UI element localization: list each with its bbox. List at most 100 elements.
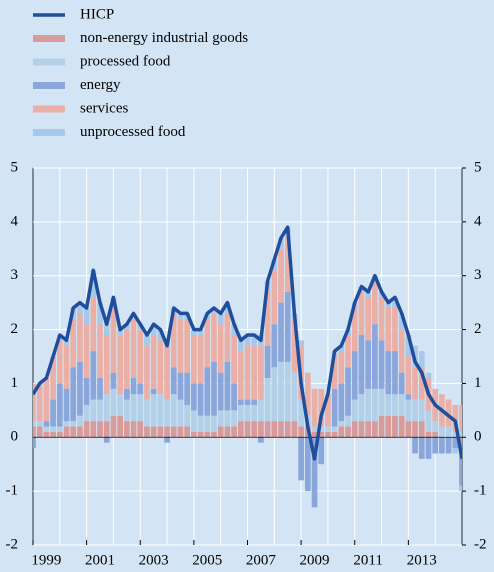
bar-segment xyxy=(385,302,392,309)
bar-segment xyxy=(177,399,184,427)
bar-segment xyxy=(123,399,130,422)
bar-segment xyxy=(378,340,385,389)
bar-segment xyxy=(33,437,36,449)
bar-segment xyxy=(244,334,251,346)
bar-segment xyxy=(284,361,291,422)
bar-segment xyxy=(63,421,70,427)
bar-segment xyxy=(378,388,385,416)
bar-segment xyxy=(150,426,157,438)
bar-segment xyxy=(211,308,217,314)
y2-tick-label: 1 xyxy=(474,375,482,391)
bar-segment xyxy=(144,345,150,400)
x-tick-label: 2009 xyxy=(300,552,330,568)
bar-segment xyxy=(36,383,43,422)
bar-segment xyxy=(224,313,231,362)
bar-segment xyxy=(50,356,56,400)
bar-segment xyxy=(412,421,418,438)
bar-segment xyxy=(123,421,130,438)
bar-segment xyxy=(43,431,50,438)
bar-segment xyxy=(385,415,392,438)
bar-segment xyxy=(97,324,103,379)
bar-segment xyxy=(237,351,244,400)
bar-segment xyxy=(418,399,425,422)
y2-tick-label: -1 xyxy=(474,483,487,499)
bar-segment xyxy=(372,324,378,389)
bar-segment xyxy=(258,345,264,400)
bar-segment xyxy=(70,426,77,438)
bar-segment xyxy=(123,388,130,400)
bar-segment xyxy=(398,415,405,438)
bar-segment xyxy=(77,361,83,416)
bar-segment xyxy=(130,394,137,422)
bar-segment xyxy=(291,318,298,373)
legend-label: processed food xyxy=(80,53,171,69)
bar-segment xyxy=(170,394,177,427)
bar-segment xyxy=(398,313,405,330)
legend-label: non-energy industrial goods xyxy=(80,30,248,46)
bar-segment xyxy=(197,431,204,438)
bar-segment xyxy=(258,399,264,422)
bar-segment xyxy=(56,426,63,432)
bar-segment xyxy=(90,351,97,400)
bar-segment xyxy=(177,372,184,400)
bar-segment xyxy=(137,394,144,422)
y2-tick-label: 0 xyxy=(474,429,482,445)
bar-segment xyxy=(298,437,304,481)
legend: HICP non-energy industrial goods processed… xyxy=(33,6,248,140)
legend-swatch xyxy=(33,82,65,89)
legend-label: HICP xyxy=(80,6,114,22)
bar-segment xyxy=(264,378,271,422)
y2-tick-label: 4 xyxy=(474,213,482,229)
bar-segment xyxy=(224,361,231,411)
x-tick-label: 2013 xyxy=(407,552,437,568)
bar-segment xyxy=(130,318,137,379)
bar-segment xyxy=(137,329,144,384)
bar-segment xyxy=(345,367,351,416)
bar-segment xyxy=(110,415,117,438)
bar-segment xyxy=(251,345,258,400)
bar-segment xyxy=(217,410,224,427)
bar-segment xyxy=(304,437,311,492)
bar-segment xyxy=(365,340,372,389)
bar-segment xyxy=(278,361,284,422)
bar-segment xyxy=(325,431,331,438)
bar-segment xyxy=(97,302,103,325)
y2-tick-label: 2 xyxy=(474,321,482,337)
legend-label: energy xyxy=(80,77,121,93)
bar-segment xyxy=(351,421,358,438)
bar-segment xyxy=(157,340,164,395)
bar-segment xyxy=(432,437,439,454)
bar-segment xyxy=(211,415,217,432)
bar-segment xyxy=(331,388,338,427)
bar-segment xyxy=(184,318,191,373)
bar-segment xyxy=(83,378,90,405)
bar-segment xyxy=(231,410,237,427)
bar-segment xyxy=(338,345,345,352)
bar-segment xyxy=(418,367,425,400)
bar-segment xyxy=(177,426,184,438)
bar-segment xyxy=(90,297,97,352)
bar-segment xyxy=(164,399,170,427)
bar-segment xyxy=(398,394,405,416)
bar-segment xyxy=(191,410,197,432)
bar-segment xyxy=(311,437,318,508)
bar-segment xyxy=(211,313,217,362)
bar-segment xyxy=(425,372,432,379)
bar-segment xyxy=(150,388,157,395)
legend-swatch xyxy=(33,129,65,136)
bar-segment xyxy=(345,415,351,427)
bar-segment xyxy=(237,340,244,352)
bar-segment xyxy=(318,431,325,438)
bar-segment xyxy=(110,372,117,389)
y-tick-label: 3 xyxy=(11,267,19,283)
bar-segment xyxy=(365,388,372,422)
bar-segment xyxy=(284,421,291,438)
bar-segment xyxy=(439,437,445,454)
bar-segment xyxy=(331,426,338,432)
bar-segment xyxy=(412,367,418,400)
bar-segment xyxy=(150,334,157,389)
bar-segment xyxy=(103,421,110,438)
bar-segment xyxy=(170,367,177,395)
legend-label: services xyxy=(80,100,128,116)
